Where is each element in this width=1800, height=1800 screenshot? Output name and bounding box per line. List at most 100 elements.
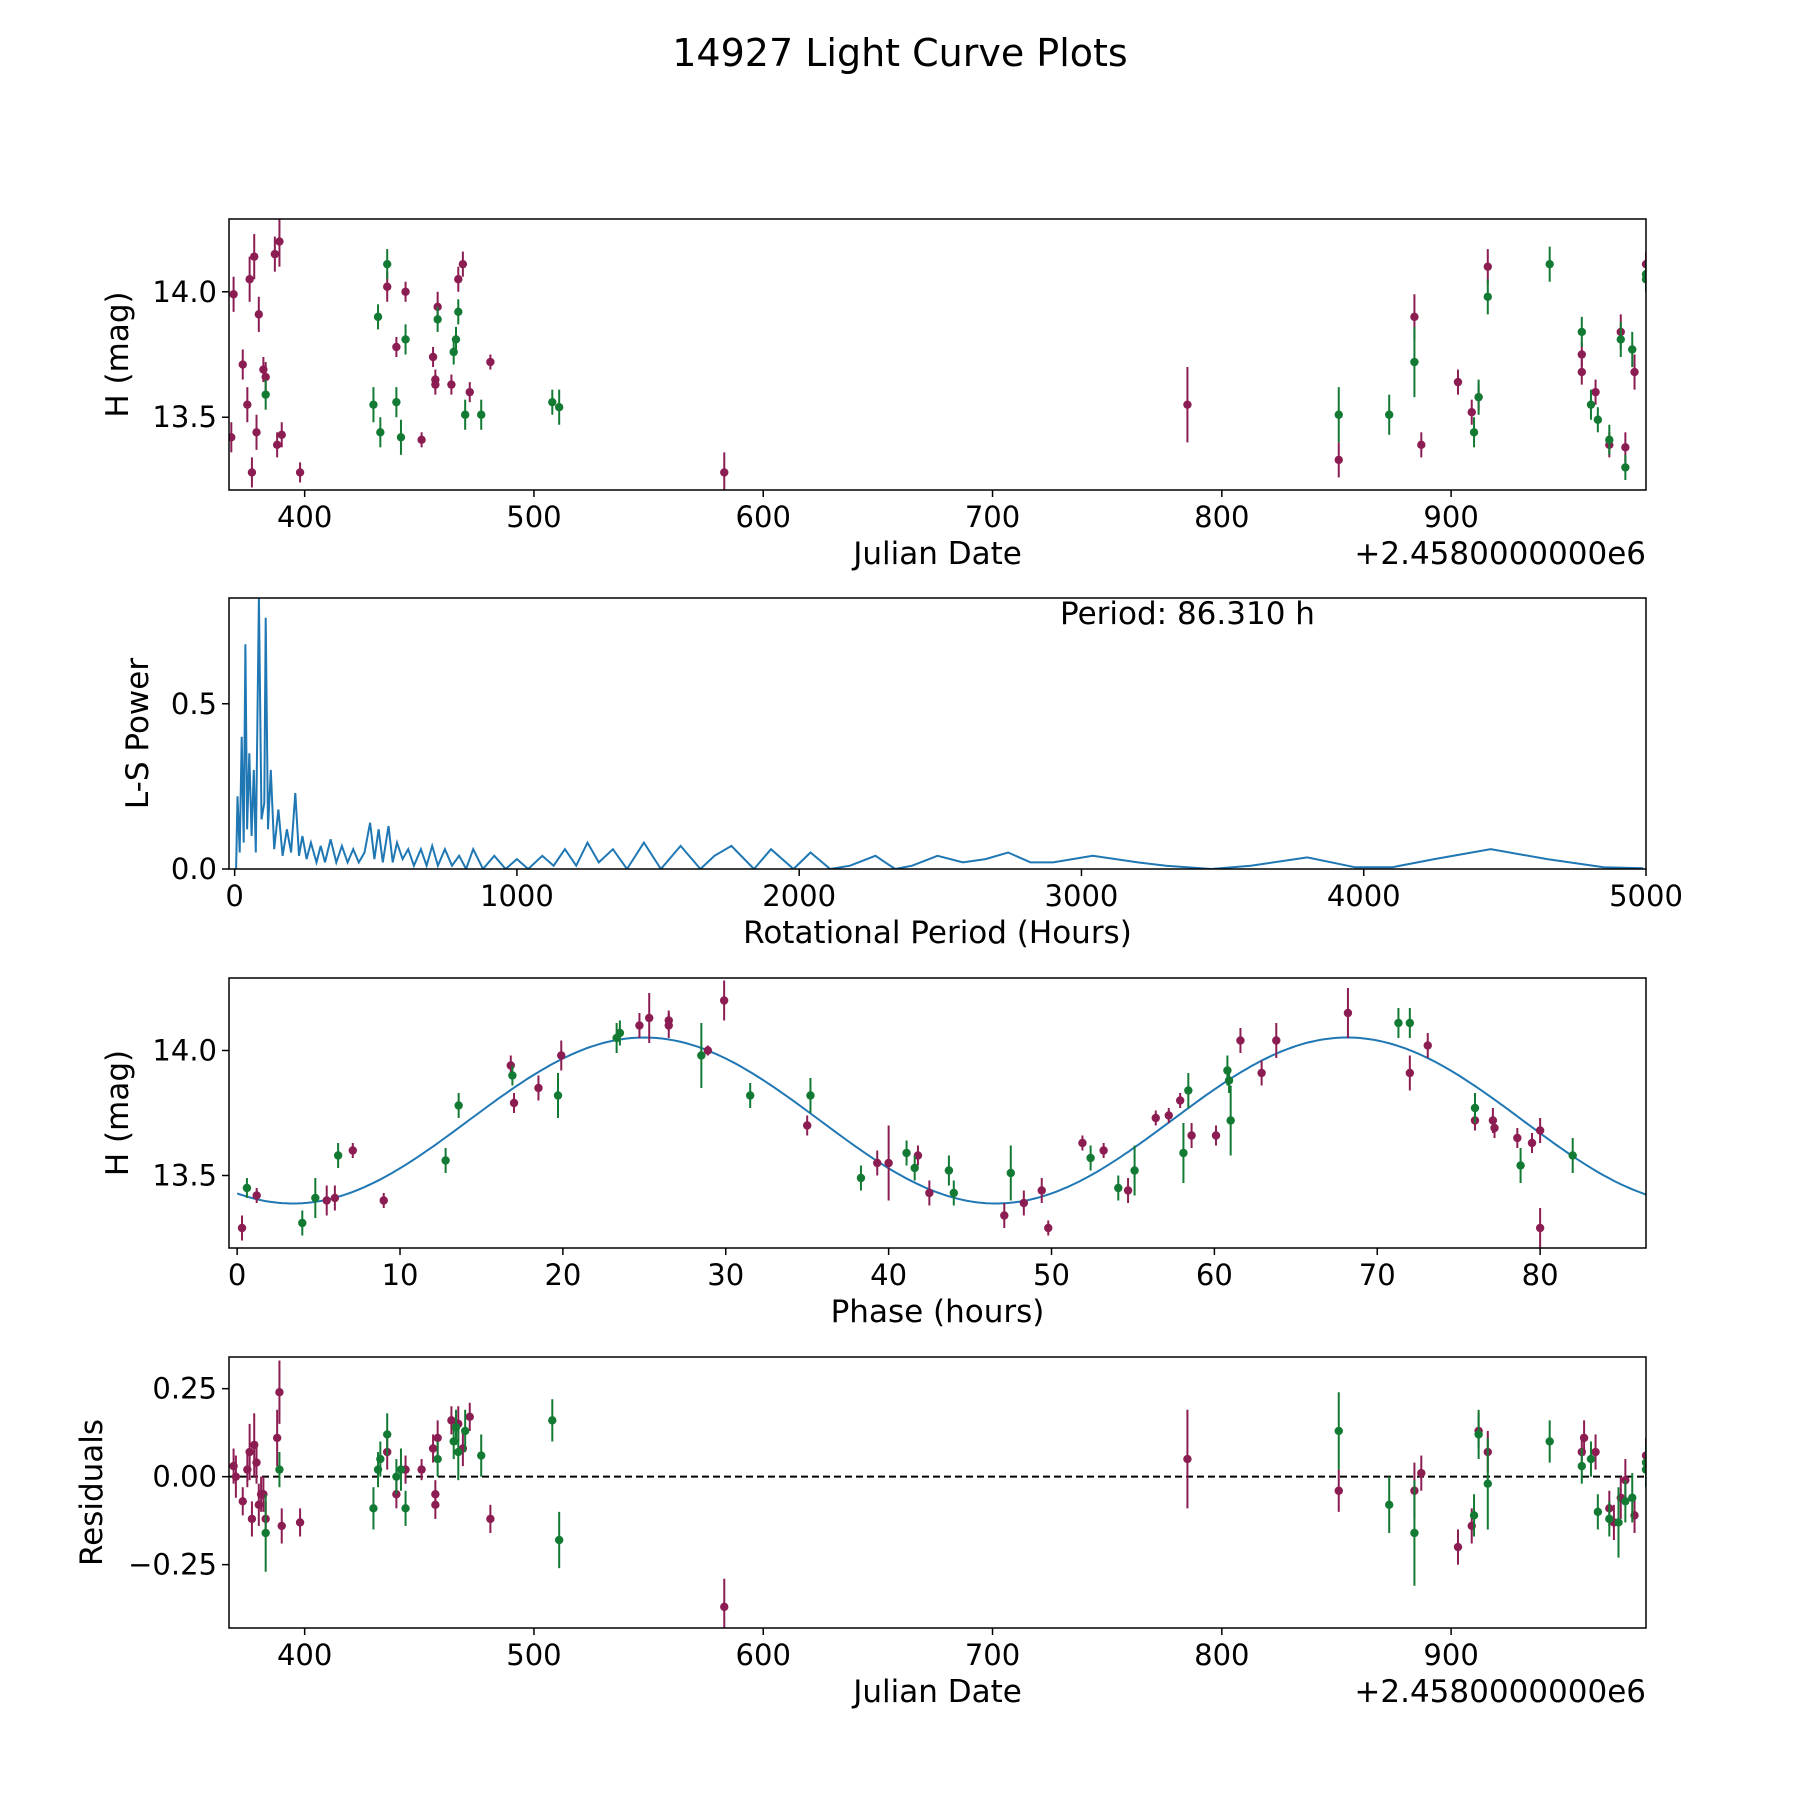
- data-point: [486, 1514, 495, 1524]
- model-fit-curve: [236, 1036, 1646, 1205]
- data-point: [454, 275, 463, 284]
- data-point: [454, 1447, 463, 1457]
- data-point: [295, 468, 305, 477]
- data-point: [1535, 1223, 1545, 1233]
- phased-frame: [228, 977, 1647, 1249]
- data-point: [615, 1028, 625, 1038]
- data-point: [431, 380, 440, 389]
- data-point: [1405, 1068, 1415, 1078]
- data-point: [1483, 292, 1492, 301]
- data-point: [396, 1465, 406, 1474]
- data-point: [720, 468, 729, 477]
- data-point: [1006, 1168, 1015, 1178]
- data-point: [330, 1193, 340, 1203]
- data-point: [1037, 1186, 1046, 1195]
- x-tick-label: 2000: [762, 879, 836, 913]
- data-point: [1586, 1454, 1596, 1464]
- x-axis-label: Rotational Period (Hours): [743, 915, 1132, 951]
- data-point: [1579, 1433, 1589, 1443]
- data-point: [719, 996, 729, 1005]
- data-point: [229, 433, 236, 442]
- data-point: [1019, 1198, 1029, 1208]
- data-point: [237, 1223, 247, 1233]
- data-point: [1334, 1426, 1343, 1436]
- y-tick-label: 13.5: [152, 400, 217, 434]
- x-tick-label: 40: [870, 1258, 907, 1292]
- data-point: [509, 1098, 519, 1108]
- data-point: [1384, 410, 1394, 419]
- data-point: [1151, 1113, 1160, 1123]
- data-point: [697, 1051, 706, 1060]
- lightcurve-panel: 400 500 600 700 800 900 13.5 14.0 Julian Date H (…: [100, 218, 1647, 572]
- data-point: [392, 342, 401, 352]
- data-point: [238, 360, 247, 369]
- data-point: [1605, 1514, 1614, 1524]
- data-point: [298, 1218, 307, 1228]
- data-point: [333, 1151, 343, 1160]
- data-point: [548, 1416, 557, 1425]
- data-point: [1470, 1103, 1480, 1113]
- data-point: [1179, 1148, 1188, 1158]
- phased-plot-area: [236, 980, 1646, 1248]
- data-point: [1410, 1528, 1419, 1538]
- data-point: [245, 275, 254, 284]
- x-tick-label: 800: [1194, 1638, 1249, 1672]
- data-point: [1577, 1461, 1586, 1471]
- data-point: [277, 430, 286, 439]
- data-point: [460, 1426, 470, 1436]
- data-point: [392, 1472, 401, 1481]
- data-point: [1114, 1183, 1123, 1193]
- data-point: [1516, 1161, 1525, 1170]
- data-point: [272, 1433, 282, 1443]
- x-tick-label: 30: [707, 1258, 744, 1292]
- data-point: [1527, 1138, 1537, 1148]
- data-point: [1394, 1018, 1403, 1028]
- data-point: [229, 290, 238, 299]
- x-tick-label: 60: [1196, 1258, 1233, 1292]
- data-point: [803, 1121, 812, 1130]
- data-point: [553, 1091, 563, 1100]
- data-point: [1417, 1468, 1426, 1478]
- data-point: [1628, 345, 1637, 354]
- x-tick-label: 400: [277, 1638, 332, 1672]
- data-point: [477, 1451, 486, 1460]
- data-point: [433, 315, 442, 324]
- data-point: [1621, 1497, 1630, 1506]
- data-point: [1593, 415, 1603, 424]
- data-point: [557, 1051, 566, 1060]
- data-point: [1384, 1500, 1394, 1510]
- y-tick-label: 14.0: [152, 1034, 217, 1068]
- data-point: [1591, 387, 1600, 397]
- x-tick-label: 700: [965, 1638, 1020, 1672]
- x-tick-label: 0: [228, 1258, 246, 1292]
- x-tick-label: 500: [506, 1638, 561, 1672]
- data-point: [1469, 1511, 1479, 1520]
- x-tick-label: 1000: [480, 879, 554, 913]
- x-tick-label: 900: [1423, 1638, 1478, 1672]
- data-point: [635, 1021, 644, 1030]
- data-point: [1641, 275, 1646, 284]
- y-axis-label: Residuals: [74, 1419, 110, 1566]
- x-tick-label: 3000: [1045, 879, 1119, 913]
- data-point: [1513, 1133, 1522, 1143]
- data-point: [1417, 440, 1426, 450]
- data-point: [275, 1465, 284, 1474]
- y-axis-label: H (mag): [100, 1050, 136, 1176]
- data-point: [401, 335, 410, 344]
- data-point: [1488, 1116, 1498, 1125]
- y-tick-label: 13.5: [152, 1159, 217, 1193]
- data-point: [392, 397, 401, 407]
- data-point: [1621, 443, 1630, 452]
- data-point: [231, 1472, 241, 1481]
- data-point: [1164, 1111, 1173, 1120]
- data-point: [1334, 1486, 1343, 1495]
- data-point: [1453, 377, 1463, 387]
- data-point: [369, 1504, 378, 1513]
- data-point: [245, 1447, 254, 1457]
- data-point: [261, 1528, 270, 1538]
- data-point: [949, 1188, 958, 1198]
- data-point: [645, 1013, 654, 1023]
- data-point: [554, 402, 564, 412]
- data-point: [477, 410, 486, 419]
- data-point: [401, 1504, 410, 1513]
